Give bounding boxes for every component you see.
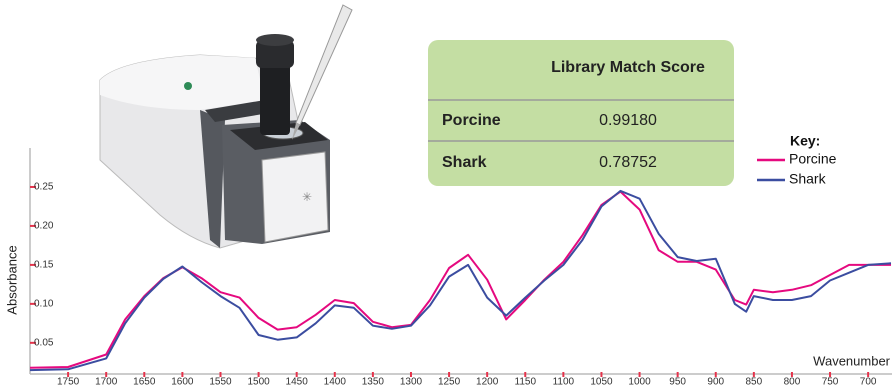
x-tick-label: 900: [707, 377, 724, 388]
x-tick-label: 850: [746, 377, 763, 388]
x-tick-label: 700: [860, 377, 877, 388]
x-axis-label: Wavenumber: [813, 353, 890, 368]
x-tick-label: 1500: [247, 377, 270, 388]
y-tick-label: 0.15: [34, 260, 54, 271]
x-tick-label: 1450: [286, 377, 309, 388]
y-tick-label: 0.20: [34, 221, 54, 232]
series-line: [30, 191, 891, 370]
x-tick-label: 1200: [476, 377, 499, 388]
x-tick-label: 1000: [628, 377, 651, 388]
score-table: Library Match Score Porcine 0.99180 Shar…: [428, 40, 734, 186]
y-tick-label: 0.10: [34, 299, 54, 310]
x-tick-label: 1650: [133, 377, 156, 388]
legend-label: Porcine: [789, 151, 837, 167]
x-tick-label: 800: [784, 377, 801, 388]
x-tick-label: 1400: [324, 377, 347, 388]
x-tick-label: 1100: [553, 377, 575, 388]
x-tick-label: 1700: [95, 377, 118, 388]
chart: Absorbance Wavenumber 0.05 0.10 0.15 0.20 0.…: [0, 0, 892, 389]
logo: ✳: [302, 190, 312, 204]
row-label: Porcine: [442, 112, 501, 129]
legend-title: Key:: [790, 133, 820, 149]
y-tick-label: 0.05: [34, 337, 54, 348]
row-score: 0.99180: [599, 112, 657, 129]
instrument-image: ✳: [100, 5, 352, 248]
series-line: [30, 192, 891, 368]
y-axis-label: Absorbance: [4, 245, 19, 314]
x-tick-label: 750: [822, 377, 839, 388]
x-tick-label: 1250: [438, 377, 461, 388]
x-tick-label: 1550: [209, 377, 232, 388]
x-tick-label: 1050: [590, 377, 613, 388]
row-label: Shark: [442, 154, 487, 171]
x-tick-label: 950: [669, 377, 686, 388]
x-tick-label: 1600: [171, 377, 194, 388]
x-tick-label: 1350: [362, 377, 385, 388]
y-tick-label: 0.25: [34, 182, 54, 193]
table-header: Library Match Score: [551, 59, 705, 76]
x-tick-label: 1300: [400, 377, 423, 388]
x-tick-label: 1150: [515, 377, 537, 388]
legend-label: Shark: [789, 171, 827, 187]
row-score: 0.78752: [599, 154, 657, 171]
x-tick-label: 1750: [57, 377, 80, 388]
